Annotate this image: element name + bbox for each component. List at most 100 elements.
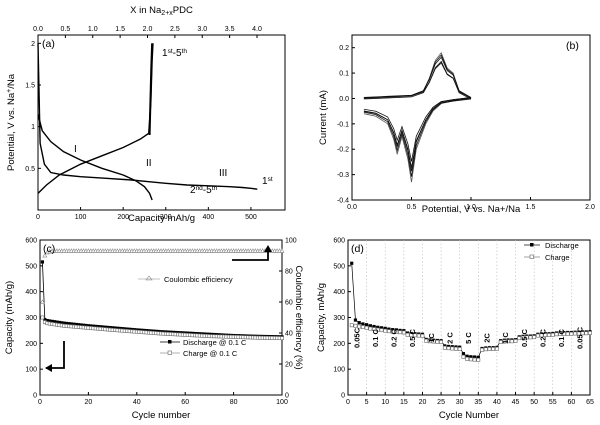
x-tick-label: 25 xyxy=(437,399,445,406)
x-tick-label: 55 xyxy=(549,399,557,406)
x-tick-label: 10 xyxy=(381,399,389,406)
discharge-point xyxy=(461,352,466,356)
y-tick-label: 1.5 xyxy=(25,83,35,90)
y-tick-label: -0.3 xyxy=(337,172,349,179)
rate-label: 0.5 C xyxy=(520,328,529,347)
y-tick-label: 600 xyxy=(333,238,345,245)
discharge-point xyxy=(115,326,120,330)
legend-discharge-label: Discharge xyxy=(545,241,579,250)
x-tick-label: 80 xyxy=(230,399,238,406)
discharge-point xyxy=(84,323,88,328)
annotation-part: st xyxy=(168,48,173,55)
annotation-part: th xyxy=(212,185,218,192)
charge-point xyxy=(461,354,466,359)
legend-charge-marker xyxy=(529,254,534,259)
top-x-tick-label: 1.5 xyxy=(115,26,125,33)
ce-point xyxy=(279,248,285,253)
discharge-point xyxy=(89,324,93,328)
x-tick-label: 500 xyxy=(245,214,257,221)
y-tick-label: 0.5 xyxy=(25,166,35,173)
discharge-point xyxy=(391,328,395,332)
charge-point xyxy=(498,340,503,344)
discharge-point xyxy=(62,321,66,325)
charge-point xyxy=(483,347,488,352)
discharge-point xyxy=(57,320,61,325)
charge-cycles-overlay xyxy=(148,43,154,136)
charge-point xyxy=(472,357,477,362)
charge-point xyxy=(562,332,566,336)
discharge-point xyxy=(111,326,115,330)
y-tick-label: 0 xyxy=(33,393,37,400)
rate-label: 0.1 C xyxy=(371,328,380,347)
charge-point xyxy=(454,346,458,351)
y-tick-label: 200 xyxy=(333,341,345,348)
discharge-point xyxy=(91,324,95,328)
y-tick-label: 300 xyxy=(25,315,37,322)
y-axis-title-part: Potential, V vs. Na xyxy=(6,92,17,171)
legend-ce-label: Coulombic efficiency xyxy=(164,275,233,284)
arrow-to-left-axis xyxy=(46,341,65,369)
rate-label: 0.05C xyxy=(352,327,361,348)
x-axis-title: Cycle number xyxy=(132,410,191,421)
x-tick-label: 200 xyxy=(117,214,129,221)
charge-point xyxy=(457,347,462,351)
cv-curve-0 xyxy=(363,97,472,162)
discharge-point xyxy=(469,355,473,359)
y-tick-label: 100 xyxy=(25,367,37,374)
charge-point xyxy=(379,328,384,333)
rate-label: 1 C xyxy=(501,332,510,344)
y-tick-label: 300 xyxy=(333,315,345,322)
cv-curve-1 xyxy=(363,54,472,99)
discharge-point xyxy=(376,325,380,329)
charge-point xyxy=(409,333,414,337)
plot-frame xyxy=(37,34,286,211)
charge-point xyxy=(349,323,354,328)
discharge-point xyxy=(357,321,361,325)
x-tick-label: 0 xyxy=(38,399,42,406)
panel-c: 0 20 40 60 80 1000100200300400500600020406080… xyxy=(4,238,304,422)
x-tick-label: 0 xyxy=(346,399,350,406)
panel-d: 0 5 10 15 20 25 30 35 40 45 50 55 60 65 0 100 200 300 400 5… xyxy=(316,238,594,422)
top-x-axis-title-part: 2+x xyxy=(161,10,173,17)
charge-point xyxy=(375,327,380,332)
panel-label: (a) xyxy=(42,38,55,50)
cv-curve-0 xyxy=(363,98,472,168)
charge-point xyxy=(487,347,492,351)
y-tick-label: 400 xyxy=(25,289,37,296)
charge-point xyxy=(435,339,440,344)
x-tick-label: 60 xyxy=(567,399,575,406)
x-axis-title: Potential, V vs. Na+/Na xyxy=(422,204,521,215)
charge-point xyxy=(506,339,510,344)
discharge-point xyxy=(60,321,64,325)
charge-point xyxy=(416,333,421,338)
charge-point xyxy=(495,346,499,351)
top-x-axis-title-part: X in Na xyxy=(130,5,162,16)
charge-point xyxy=(387,329,391,334)
discharge-point xyxy=(118,326,122,331)
legend-charge-label: Charge @ 0.1 C xyxy=(183,349,238,358)
legend-charge-marker xyxy=(167,350,172,355)
x-tick-label: 1.0 xyxy=(466,204,476,211)
charge-point xyxy=(446,346,451,351)
x-tick-label: 1.5 xyxy=(526,204,536,211)
charge-point xyxy=(420,333,425,338)
x-tick-label: 0 xyxy=(36,214,40,221)
annotation-region-iii: III xyxy=(219,168,227,179)
y-tick-label: -0.1 xyxy=(337,121,349,128)
annotation-part: th xyxy=(182,48,188,55)
charge-point xyxy=(442,345,447,350)
y-tick-label: 0.2 xyxy=(339,45,349,52)
y-axis-title: Current (mA) xyxy=(318,90,329,145)
charge-point xyxy=(372,327,376,332)
x-tick-label: 300 xyxy=(160,214,172,221)
x-tick-label: 50 xyxy=(530,399,538,406)
charge-point xyxy=(543,333,548,337)
charge-point xyxy=(535,333,540,338)
discharge-point xyxy=(465,354,469,358)
x-tick-label: 40 xyxy=(133,399,141,406)
discharge-point xyxy=(476,355,480,359)
x-tick-label: 0.5 xyxy=(407,204,417,211)
annotation-cycles-1-5: 1st-5th xyxy=(162,48,187,59)
charge-point xyxy=(524,335,529,340)
